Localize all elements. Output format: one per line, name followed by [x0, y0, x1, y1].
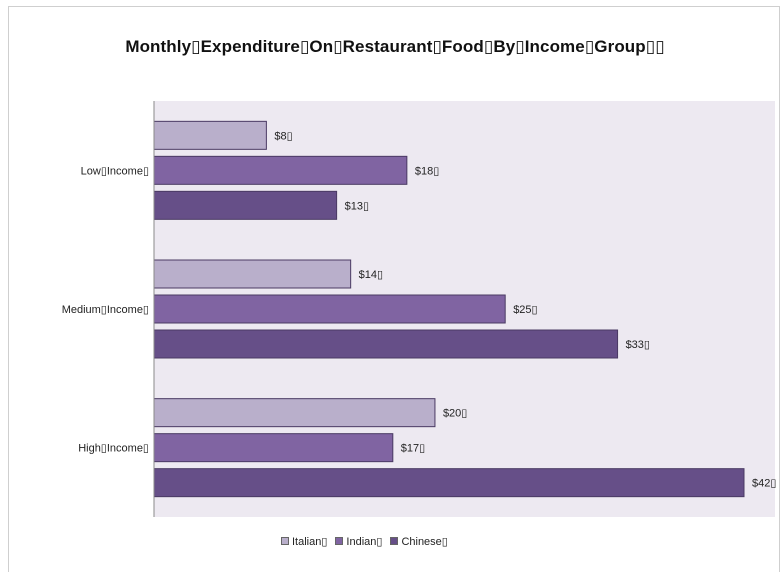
- data-label: $13▯: [345, 200, 369, 212]
- data-label: $42▯: [752, 478, 776, 490]
- category-tick-label: Medium▯Income▯: [62, 304, 149, 316]
- legend-label: Chinese▯: [401, 535, 448, 548]
- bar: [153, 398, 436, 428]
- data-label: $20▯: [443, 408, 467, 420]
- labels-layer: Low▯Income▯ $8▯ $18▯ $13▯ Medium▯Income▯ $14▯…: [62, 130, 777, 489]
- legend-item: Indian▯: [335, 535, 382, 548]
- data-label: $14▯: [359, 269, 383, 281]
- legend-item: Italian▯: [281, 535, 327, 548]
- legend-item: Chinese▯: [390, 535, 448, 548]
- category-tick-label: High▯Income▯: [78, 443, 149, 455]
- bars-layer: [153, 120, 745, 498]
- legend-swatch: [281, 537, 289, 545]
- data-label: $8▯: [274, 130, 292, 142]
- data-label: $25▯: [513, 304, 537, 316]
- bar: [153, 433, 394, 463]
- bar: [153, 468, 745, 498]
- bar-chart: Low▯Income▯ $8▯ $18▯ $13▯ Medium▯Income▯ $14▯…: [62, 101, 777, 517]
- bar: [153, 294, 506, 324]
- data-label: $17▯: [401, 443, 425, 455]
- chart-frame: Monthly▯Expenditure▯On▯Restaurant▯Food▯B…: [8, 6, 780, 572]
- bar: [153, 155, 408, 185]
- legend-label: Indian▯: [346, 535, 383, 548]
- legend-label: Italian▯: [292, 535, 328, 548]
- data-label: $33▯: [626, 339, 650, 351]
- legend-swatch: [335, 537, 344, 545]
- category-tick-label: Low▯Income▯: [81, 165, 149, 177]
- bar: [153, 259, 352, 289]
- bar: [153, 190, 338, 220]
- bar: [153, 329, 619, 359]
- chart-title: Monthly▯Expenditure▯On▯Restaurant▯Food▯B…: [125, 37, 665, 56]
- bar: [153, 120, 267, 150]
- data-label: $18▯: [415, 165, 439, 177]
- legend-swatch: [390, 537, 399, 545]
- legend: Italian▯ Indian▯ Chinese▯: [281, 534, 448, 548]
